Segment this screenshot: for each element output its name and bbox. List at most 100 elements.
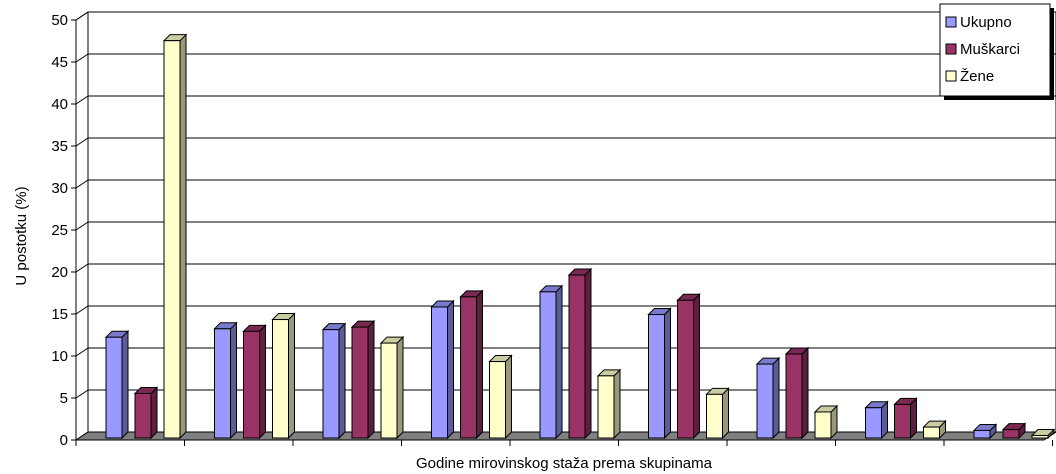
bar-front [894,403,911,439]
bar-front [380,342,398,439]
bar-side [338,322,346,440]
bar-front [539,291,557,439]
gridline-side [75,53,89,63]
bar-front [756,363,774,439]
bar [538,284,564,440]
legend-label: Žene [960,68,994,85]
bar [676,293,701,440]
bar-front [163,40,181,439]
bar-front [322,329,340,439]
y-tick-label: 40 [51,96,68,113]
bar-side [584,267,592,440]
bar-front [351,326,369,439]
y-tick-label: 30 [51,180,68,197]
legend-label: Ukupno [960,14,1012,31]
gridline-side [75,137,89,147]
gridline-side [75,305,89,315]
bar [488,354,513,440]
bar-front [814,411,832,439]
bar-side [801,346,809,440]
bar [162,33,188,440]
legend-box [939,3,1051,97]
bar-front [105,336,123,439]
bar-side [613,368,621,440]
bar-front [431,306,448,439]
bar [705,387,730,440]
bar-side [722,387,729,440]
bar [864,400,889,440]
bar [972,423,998,440]
gridline-side [75,347,89,357]
bar-side [693,293,700,440]
bar [379,335,405,440]
gridline-side [75,95,89,105]
bar-side [476,289,483,440]
bar [813,404,839,440]
bar-side [259,324,266,440]
bar [213,321,238,440]
y-tick-label: 50 [51,12,68,29]
bar [242,324,267,440]
bar-front [706,393,723,439]
legend: Ukupno Muškarci Žene [939,3,1054,100]
bar-side [367,319,375,440]
gridline-side [75,389,89,399]
bar-front [214,328,231,439]
bar-front [865,407,882,439]
bar-side [396,335,404,440]
bar-side [288,312,295,440]
bar-side [505,354,512,440]
bar-side [910,397,917,440]
bar [430,299,455,440]
bar-front [973,429,991,439]
bar [893,397,918,440]
bar-side [555,284,563,440]
y-tick-label: 5 [60,390,68,407]
bar-side [772,356,780,440]
gridline-side [75,179,89,189]
bar-side [664,307,671,440]
bar [647,307,672,440]
bar-front [1002,429,1020,439]
bar [133,386,159,440]
bar [755,356,781,440]
bar [104,329,130,440]
y-axis-title: U postotku (%) [13,186,30,285]
bar-front [785,353,803,439]
bar-front [568,274,586,439]
bar-side [230,321,237,440]
bar-front [272,319,289,439]
bar-front [677,299,694,439]
bar-front [243,330,260,439]
gridline-side [75,221,89,231]
bar-side [179,33,187,440]
legend-swatch [945,16,957,28]
y-tick-label: 0 [60,432,68,449]
bar [1001,422,1027,440]
y-tick-label: 15 [51,306,68,323]
bar-side [447,299,454,440]
bar-front [648,314,665,439]
y-tick-label: 10 [51,348,68,365]
bar [321,322,347,440]
y-axis-top [75,11,89,21]
bar [1030,428,1056,440]
bar-side [150,386,158,440]
axes: 0 5 10 15 20 25 30 35 40 45 50 [51,11,1053,449]
bar-front [597,375,615,439]
bar [922,419,947,440]
gridline-side [75,263,89,273]
bar-front [134,392,152,439]
bar [459,289,484,440]
bar-front [489,361,506,439]
legend-swatch [945,43,957,55]
bar-front [1031,434,1049,439]
legend-swatch [945,70,957,82]
y-tick-label: 35 [51,138,68,155]
bar [567,267,593,440]
y-tick-label: 45 [51,54,68,71]
bar-front [460,296,477,439]
bar-side [121,329,129,440]
